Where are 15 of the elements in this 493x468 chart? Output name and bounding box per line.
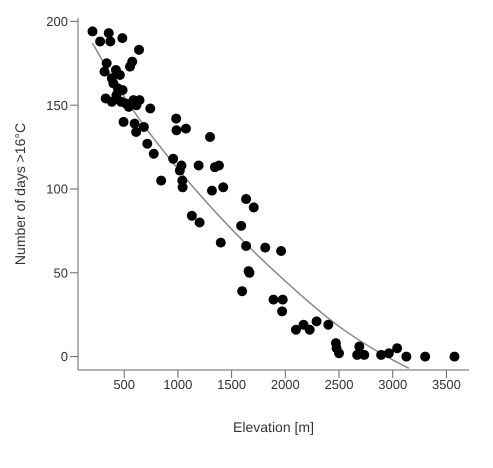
- x-tick-label: 3500: [432, 377, 461, 392]
- y-axis-title: Number of days >16°C: [12, 122, 28, 266]
- y-tick-label: 0: [60, 349, 68, 364]
- x-tick-label: 2000: [270, 377, 300, 392]
- x-tick-label: 1500: [217, 377, 246, 392]
- y-tick-label: 100: [46, 182, 68, 197]
- x-tick-label: 3000: [378, 377, 408, 392]
- x-tick-label: 1000: [163, 377, 192, 392]
- x-axis-title: Elevation [m]: [233, 419, 314, 435]
- y-tick-label: 50: [54, 265, 68, 280]
- y-tick-label: 150: [46, 98, 68, 113]
- y-tick-label: 200: [46, 14, 68, 29]
- line-series: [92, 42, 410, 370]
- x-tick-label: 2500: [324, 377, 354, 392]
- x-tick-label: 500: [113, 377, 136, 392]
